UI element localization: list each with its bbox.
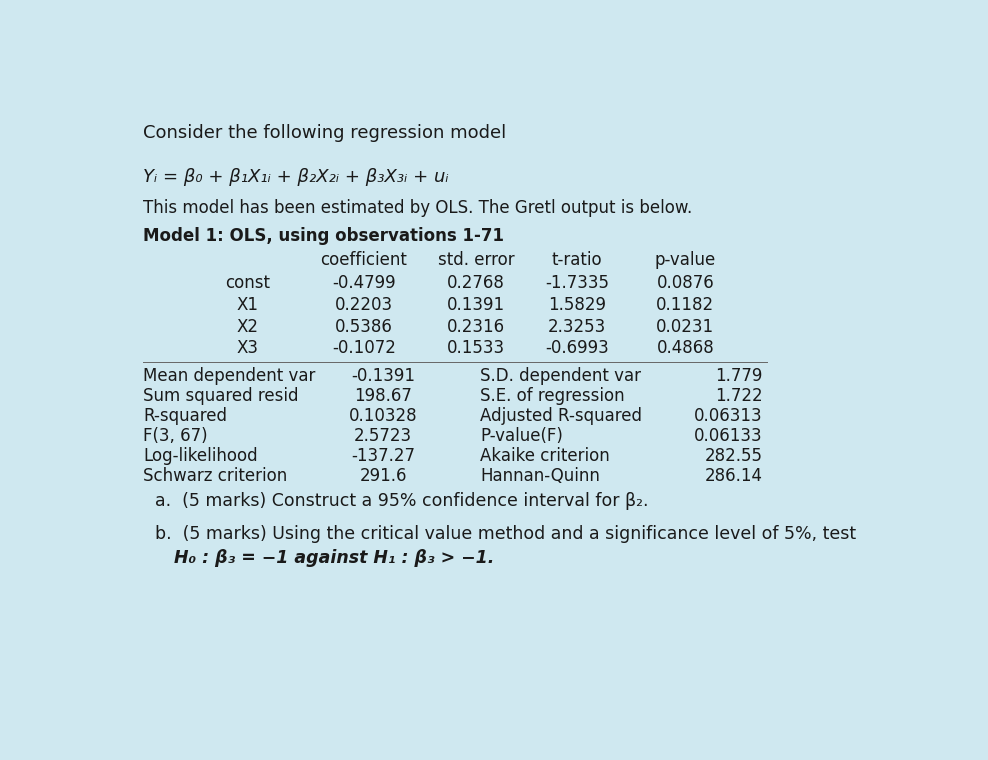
Text: 0.10328: 0.10328 [349,407,418,425]
Text: X3: X3 [236,339,259,357]
Text: Log-likelihood: Log-likelihood [143,447,258,465]
Text: 2.3253: 2.3253 [547,318,606,336]
Text: 0.2768: 0.2768 [448,274,505,293]
Text: 0.5386: 0.5386 [335,318,392,336]
Text: -0.6993: -0.6993 [545,339,609,357]
Text: 0.2316: 0.2316 [447,318,505,336]
Text: coefficient: coefficient [320,252,407,269]
Text: p-value: p-value [655,252,716,269]
Text: Hannan-Quinn: Hannan-Quinn [480,467,600,485]
Text: Akaike criterion: Akaike criterion [480,447,610,465]
Text: 1.722: 1.722 [715,387,763,405]
Text: F(3, 67): F(3, 67) [143,427,207,445]
Text: 0.0231: 0.0231 [656,318,714,336]
Text: -0.4799: -0.4799 [332,274,395,293]
Text: 1.5829: 1.5829 [548,296,606,314]
Text: S.D. dependent var: S.D. dependent var [480,367,641,385]
Text: b.  (5 marks) Using the critical value method and a significance level of 5%, te: b. (5 marks) Using the critical value me… [154,525,856,543]
Text: Mean dependent var: Mean dependent var [143,367,315,385]
Text: const: const [225,274,270,293]
Text: S.E. of regression: S.E. of regression [480,387,624,405]
Text: 0.06313: 0.06313 [695,407,763,425]
Text: t-ratio: t-ratio [551,252,603,269]
Text: Sum squared resid: Sum squared resid [143,387,298,405]
Text: 0.4868: 0.4868 [656,339,714,357]
Text: 0.2203: 0.2203 [335,296,393,314]
Text: X1: X1 [236,296,259,314]
Text: 0.1182: 0.1182 [656,296,714,314]
Text: Model 1: OLS, using observations 1-71: Model 1: OLS, using observations 1-71 [143,226,504,245]
Text: 291.6: 291.6 [360,467,407,485]
Text: -0.1391: -0.1391 [351,367,415,385]
Text: This model has been estimated by OLS. The Gretl output is below.: This model has been estimated by OLS. Th… [143,199,693,217]
Text: Schwarz criterion: Schwarz criterion [143,467,288,485]
Text: 0.0876: 0.0876 [656,274,714,293]
Text: 0.06133: 0.06133 [695,427,763,445]
Text: 1.779: 1.779 [715,367,763,385]
Text: 0.1533: 0.1533 [447,339,505,357]
Text: 282.55: 282.55 [704,447,763,465]
Text: 2.5723: 2.5723 [354,427,412,445]
Text: R-squared: R-squared [143,407,227,425]
Text: 0.1391: 0.1391 [447,296,505,314]
Text: -0.1072: -0.1072 [332,339,395,357]
Text: -137.27: -137.27 [351,447,415,465]
Text: H₀ : β₃ = −1 against H₁ : β₃ > −1.: H₀ : β₃ = −1 against H₁ : β₃ > −1. [174,549,494,567]
Text: Consider the following regression model: Consider the following regression model [143,124,506,141]
Text: P-value(F): P-value(F) [480,427,563,445]
Text: 286.14: 286.14 [704,467,763,485]
Text: Adjusted R-squared: Adjusted R-squared [480,407,642,425]
Text: X2: X2 [236,318,259,336]
Text: std. error: std. error [438,252,515,269]
Text: 198.67: 198.67 [354,387,412,405]
Text: Yᵢ = β₀ + β₁X₁ᵢ + β₂X₂ᵢ + β₃X₃ᵢ + uᵢ: Yᵢ = β₀ + β₁X₁ᵢ + β₂X₂ᵢ + β₃X₃ᵢ + uᵢ [143,168,449,186]
Text: -1.7335: -1.7335 [544,274,609,293]
Text: a.  (5 marks) Construct a 95% confidence interval for β₂.: a. (5 marks) Construct a 95% confidence … [154,492,648,510]
